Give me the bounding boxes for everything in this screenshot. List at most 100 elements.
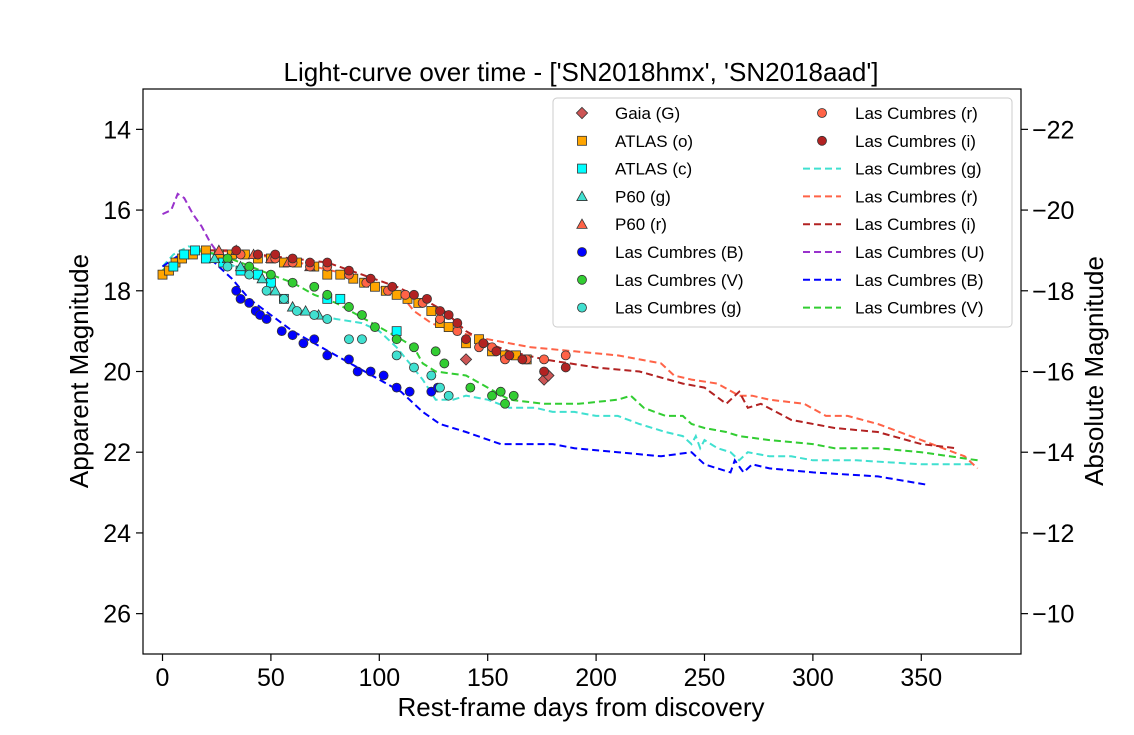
data-point — [322, 289, 333, 300]
series-line-las-cumbres-u — [162, 192, 220, 256]
legend-item: Las Cumbres (g) — [577, 299, 742, 318]
data-point — [430, 346, 441, 357]
data-point — [256, 272, 269, 284]
legend-label: P60 (r) — [615, 215, 667, 234]
y-right-tick-label: −10 — [1032, 601, 1074, 629]
data-point — [391, 382, 402, 393]
data-point — [231, 245, 242, 256]
data-point — [391, 289, 402, 300]
legend-marker-swatch — [577, 302, 587, 313]
data-point — [344, 302, 354, 312]
y-right-tick-label: −14 — [1032, 439, 1075, 467]
data-point — [478, 338, 489, 349]
data-point — [335, 293, 346, 304]
data-point — [365, 273, 376, 284]
data-point — [435, 306, 445, 316]
data-point — [222, 261, 233, 272]
data-point — [357, 334, 367, 345]
x-axis: 0 50 100 150 200 250 300 350 — [156, 654, 942, 692]
data-point — [409, 342, 419, 353]
legend-label: Las Cumbres (r) — [855, 104, 978, 123]
x-axis-label: Rest-frame days from discovery — [398, 692, 765, 722]
data-point — [222, 253, 233, 264]
legend-label: ATLAS (c) — [615, 160, 692, 179]
data-point — [487, 390, 497, 401]
data-point — [261, 285, 272, 296]
data-point — [400, 289, 411, 300]
legend-item: Las Cumbres (r) — [803, 187, 978, 206]
legend-item: Las Cumbres (B) — [577, 243, 743, 262]
series-markers-las-cumbres-b — [231, 285, 443, 397]
legend-item: Las Cumbres (V) — [577, 271, 743, 290]
legend-label: Las Cumbres (B) — [855, 271, 983, 290]
legend-label: Las Cumbres (B) — [615, 243, 743, 262]
data-point — [235, 293, 246, 304]
data-point — [279, 293, 289, 304]
data-point — [560, 350, 571, 361]
data-point — [452, 318, 463, 328]
y-tick-label: 18 — [103, 278, 131, 306]
y-tick-label: 20 — [103, 359, 131, 387]
data-point — [266, 269, 276, 280]
data-point — [443, 310, 454, 320]
series-line-las-cumbres-r — [161, 249, 979, 470]
legend-label: Las Cumbres (g) — [855, 160, 982, 179]
data-point — [495, 386, 506, 397]
data-point — [435, 382, 445, 393]
x-tick-label: 350 — [900, 664, 942, 692]
data-point — [387, 281, 398, 292]
data-point — [452, 326, 463, 337]
y-axis-right-label: Absolute Magnitude — [1079, 256, 1109, 486]
series-layer — [157, 192, 979, 486]
y-axis-label: Apparent Magnitude — [64, 254, 94, 488]
data-point — [309, 310, 320, 320]
legend-label: Gaia (G) — [615, 104, 680, 123]
data-point — [491, 346, 502, 357]
series-markers-las-cumbres-g — [222, 261, 454, 401]
legend-marker-swatch — [576, 190, 588, 201]
data-point — [370, 322, 380, 333]
data-point — [539, 354, 549, 365]
data-point — [435, 314, 445, 324]
y-tick-label: 22 — [103, 439, 131, 467]
data-point — [270, 249, 281, 260]
legend-marker-swatch — [575, 106, 589, 120]
data-point — [190, 245, 200, 256]
data-point — [287, 277, 298, 288]
data-point — [276, 326, 287, 337]
data-point — [539, 366, 549, 377]
data-point — [244, 269, 255, 280]
legend-item: Las Cumbres (U) — [803, 243, 984, 262]
y-right-tick-label: −20 — [1032, 197, 1074, 225]
data-point — [465, 382, 476, 393]
legend-item: Las Cumbres (V) — [803, 299, 983, 318]
data-point — [370, 281, 380, 292]
legend-label: Las Cumbres (V) — [855, 299, 983, 318]
series-line-las-cumbres-b — [161, 249, 926, 486]
series-line-las-cumbres-g — [161, 245, 976, 466]
series-line-las-cumbres-v — [161, 249, 978, 462]
series-markers-las-cumbres-i — [231, 245, 571, 377]
data-point — [409, 289, 419, 300]
data-point — [508, 390, 519, 401]
data-point — [298, 338, 309, 349]
data-point — [439, 358, 450, 369]
legend-label: Las Cumbres (i) — [855, 215, 976, 234]
legend-item: Las Cumbres (B) — [803, 271, 983, 290]
data-point — [309, 334, 320, 345]
data-point — [179, 249, 190, 260]
data-point — [391, 326, 402, 337]
data-point — [404, 386, 415, 397]
data-point — [365, 366, 376, 377]
data-point — [461, 334, 471, 345]
legend-box — [552, 97, 1013, 328]
legend-label: Las Cumbres (V) — [615, 271, 743, 290]
data-point — [409, 362, 419, 373]
legend-item: ATLAS (c) — [577, 160, 692, 179]
data-point — [344, 334, 354, 345]
legend-marker-swatch — [817, 108, 827, 118]
legend-marker-swatch — [577, 135, 587, 146]
data-point — [500, 398, 510, 409]
y-axis-left: 14 16 18 20 22 24 26 — [103, 116, 143, 629]
